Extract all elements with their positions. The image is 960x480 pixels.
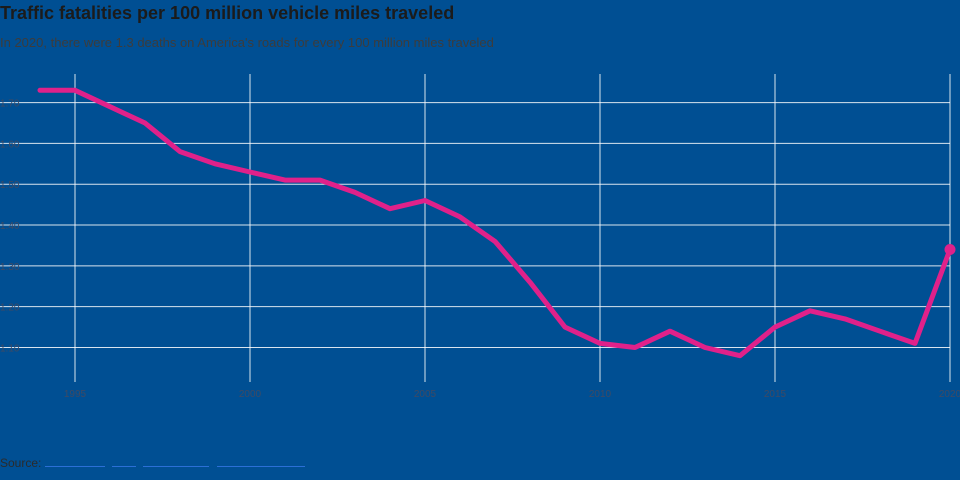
- series-line: [37, 87, 953, 359]
- y-tick-label: 1.40: [0, 221, 20, 232]
- y-tick-label: 1.70: [0, 99, 20, 110]
- source-link-1[interactable]: [44, 466, 105, 467]
- y-tick-label: 1.10: [0, 344, 20, 355]
- x-axis-tick-labels: 1995 2000 2005 2010 2015 2020: [64, 389, 960, 400]
- series-group: [37, 87, 956, 359]
- x-tick-label: 2010: [589, 389, 612, 400]
- chart-title: Traffic fatalities per 100 million vehic…: [0, 3, 455, 23]
- x-tick-label: 2000: [239, 389, 262, 400]
- series-end-point[interactable]: [944, 244, 956, 256]
- y-tick-label: 1.30: [0, 262, 20, 273]
- x-tick-label: 2020: [939, 389, 960, 400]
- y-axis-tick-labels: 1.10 1.20 1.30 1.40 1.50 1.60 1.70: [0, 99, 20, 355]
- chart-subtitle: In 2020, there were 1.3 deaths on Americ…: [0, 35, 494, 50]
- y-gridlines: [0, 102, 950, 349]
- y-tick-label: 1.20: [0, 303, 20, 314]
- source-label: Source:: [0, 456, 42, 470]
- x-gridlines: [74, 74, 951, 382]
- source-link-4[interactable]: [216, 466, 305, 467]
- x-tick-label: 2005: [414, 389, 437, 400]
- source-link-3[interactable]: [143, 466, 210, 467]
- y-tick-label: 1.50: [0, 180, 20, 191]
- y-tick-label: 1.60: [0, 139, 20, 150]
- source-note: Source:: [0, 456, 309, 470]
- x-tick-label: 1995: [64, 389, 87, 400]
- x-tick-label: 2015: [764, 389, 787, 400]
- source-link-2[interactable]: [112, 466, 137, 467]
